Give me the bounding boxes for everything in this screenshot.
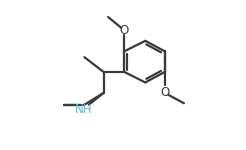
Text: O: O <box>160 86 169 99</box>
Text: O: O <box>120 24 129 37</box>
Text: NH: NH <box>75 103 92 116</box>
